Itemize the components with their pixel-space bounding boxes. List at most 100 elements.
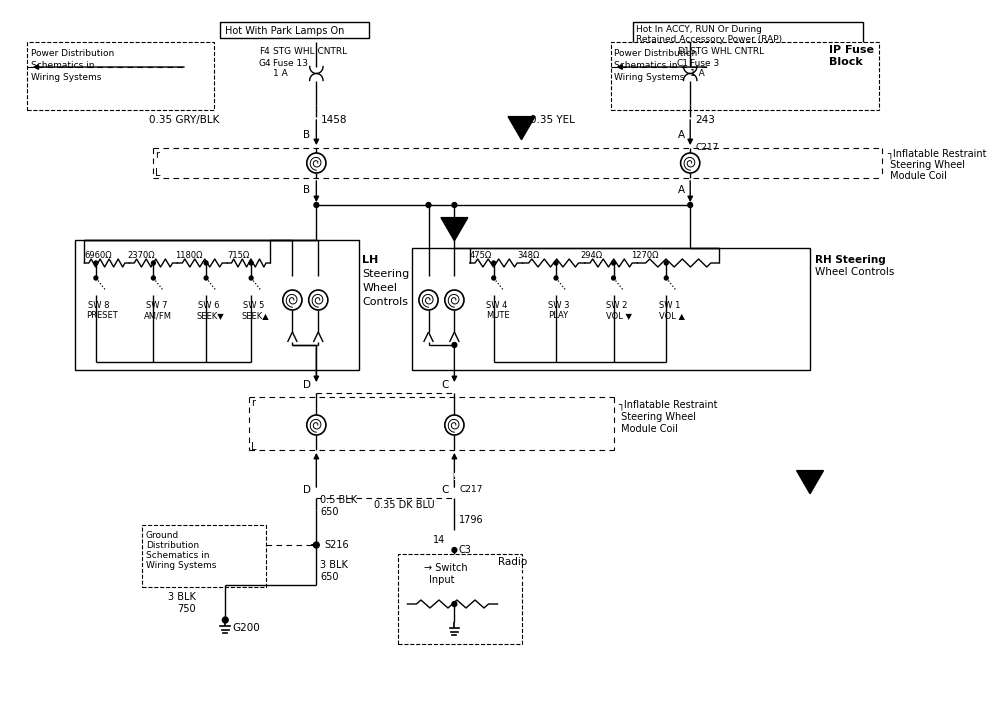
Text: 0.35 GRY/BLK: 0.35 GRY/BLK xyxy=(149,115,219,125)
Text: Hot With Park Lamps On: Hot With Park Lamps On xyxy=(225,26,345,36)
Text: !: ! xyxy=(808,219,812,229)
Bar xyxy=(27,42,214,110)
Circle shape xyxy=(681,153,700,173)
Circle shape xyxy=(204,276,208,280)
Circle shape xyxy=(249,276,253,280)
Circle shape xyxy=(612,276,615,280)
Circle shape xyxy=(94,276,98,280)
Text: Hot In ACCY, RUN Or During: Hot In ACCY, RUN Or During xyxy=(636,25,761,34)
Text: STG WHL CNTRL: STG WHL CNTRL xyxy=(273,48,347,57)
Text: Power Distribution: Power Distribution xyxy=(614,50,698,58)
Text: C: C xyxy=(441,485,448,495)
Circle shape xyxy=(309,290,328,310)
Circle shape xyxy=(664,276,668,280)
Bar xyxy=(75,240,359,370)
Circle shape xyxy=(612,261,615,265)
Text: Steering Wheel: Steering Wheel xyxy=(887,160,965,170)
Text: 1458: 1458 xyxy=(321,115,348,125)
Text: RH Steering: RH Steering xyxy=(815,255,886,265)
Text: 348Ω: 348Ω xyxy=(518,250,540,259)
Text: Fuse 3: Fuse 3 xyxy=(690,58,719,67)
Text: Distribution: Distribution xyxy=(146,540,199,550)
Text: C3: C3 xyxy=(458,545,471,555)
Circle shape xyxy=(307,153,326,173)
Text: → Switch: → Switch xyxy=(424,563,467,573)
Text: SW 2: SW 2 xyxy=(606,301,627,311)
Text: 14: 14 xyxy=(433,535,446,545)
Text: PRESET: PRESET xyxy=(86,311,118,320)
Text: Wheel Controls: Wheel Controls xyxy=(815,267,894,277)
Text: PLAY: PLAY xyxy=(548,311,568,320)
Text: 1 A: 1 A xyxy=(273,69,288,79)
Text: Module Coil: Module Coil xyxy=(618,424,678,434)
Text: L: L xyxy=(251,442,257,452)
Text: G4: G4 xyxy=(259,58,271,67)
Circle shape xyxy=(492,261,496,265)
Text: 0.35 DK BLU: 0.35 DK BLU xyxy=(374,500,434,510)
Circle shape xyxy=(445,290,464,310)
Circle shape xyxy=(151,261,155,265)
Text: B: B xyxy=(303,130,310,140)
Bar xyxy=(220,22,369,38)
Text: Power Distribution: Power Distribution xyxy=(31,50,114,58)
Text: D1: D1 xyxy=(677,48,689,57)
Circle shape xyxy=(419,290,438,310)
Circle shape xyxy=(283,290,302,310)
Text: 0.5 BLK: 0.5 BLK xyxy=(320,495,357,505)
Text: SEEK▲: SEEK▲ xyxy=(242,311,269,320)
Polygon shape xyxy=(441,217,468,240)
Text: Wiring Systems: Wiring Systems xyxy=(614,74,685,83)
Text: Block: Block xyxy=(829,57,863,67)
Text: VOL ▲: VOL ▲ xyxy=(659,311,685,320)
Text: 3 BLK: 3 BLK xyxy=(168,592,196,602)
Bar xyxy=(633,22,863,49)
Circle shape xyxy=(313,542,319,548)
Circle shape xyxy=(452,547,457,552)
Text: Fuse 13: Fuse 13 xyxy=(273,58,308,67)
Circle shape xyxy=(445,415,464,435)
Text: F4: F4 xyxy=(259,48,270,57)
Text: VOL ▼: VOL ▼ xyxy=(606,311,632,320)
Circle shape xyxy=(426,203,431,207)
Text: SW 6: SW 6 xyxy=(198,301,220,311)
Text: 650: 650 xyxy=(320,572,339,582)
Text: Steering: Steering xyxy=(362,269,410,279)
Circle shape xyxy=(688,203,693,207)
Text: 0.35 YEL: 0.35 YEL xyxy=(530,115,575,125)
Bar xyxy=(142,525,266,587)
Text: 1270Ω: 1270Ω xyxy=(631,250,658,259)
Text: Wheel: Wheel xyxy=(362,283,397,293)
Circle shape xyxy=(452,601,457,606)
Text: 650: 650 xyxy=(320,507,339,517)
Text: G200: G200 xyxy=(232,623,260,633)
Text: B: B xyxy=(303,185,310,195)
Text: Radio: Radio xyxy=(498,557,527,567)
Text: SEEK▼: SEEK▼ xyxy=(197,311,224,320)
Text: Schematics in: Schematics in xyxy=(614,62,678,71)
Text: Input: Input xyxy=(429,575,455,585)
Text: ┐Inflatable Restraint: ┐Inflatable Restraint xyxy=(618,400,718,410)
Text: 1796: 1796 xyxy=(459,515,484,525)
Text: A: A xyxy=(678,185,685,195)
Text: MUTE: MUTE xyxy=(486,311,510,320)
Circle shape xyxy=(204,261,208,265)
Text: Schematics in: Schematics in xyxy=(31,62,94,71)
Text: D: D xyxy=(303,485,311,495)
Text: 2370Ω: 2370Ω xyxy=(127,250,155,259)
Text: SW 5: SW 5 xyxy=(243,301,265,311)
Text: r: r xyxy=(251,398,255,408)
Text: Module Coil: Module Coil xyxy=(887,171,947,181)
Text: Controls: Controls xyxy=(362,297,408,307)
Text: SW 7: SW 7 xyxy=(146,301,167,311)
Text: Ground: Ground xyxy=(146,531,179,540)
Text: 475Ω: 475Ω xyxy=(470,250,492,259)
Text: 6960Ω: 6960Ω xyxy=(84,250,112,259)
Polygon shape xyxy=(508,116,535,139)
Text: C1: C1 xyxy=(677,58,689,67)
Text: STG WHL CNTRL: STG WHL CNTRL xyxy=(690,48,764,57)
Bar xyxy=(398,554,522,644)
Text: SW 1: SW 1 xyxy=(659,301,680,311)
Circle shape xyxy=(664,261,668,265)
Circle shape xyxy=(249,261,253,265)
Text: IP Fuse: IP Fuse xyxy=(829,45,874,55)
